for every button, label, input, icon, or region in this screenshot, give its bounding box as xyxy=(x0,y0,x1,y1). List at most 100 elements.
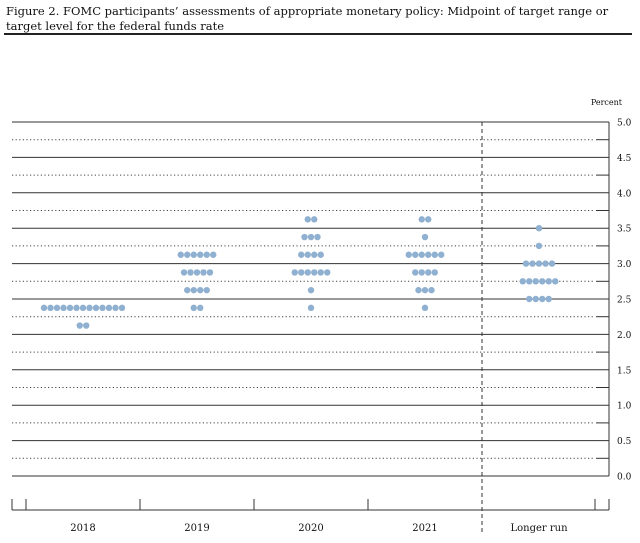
participant-dot xyxy=(66,304,74,312)
participant-dot xyxy=(311,251,318,258)
participant-dot xyxy=(193,269,201,276)
participant-dot xyxy=(526,295,533,303)
participant-dot xyxy=(177,251,184,258)
x-category-label: 2021 xyxy=(412,523,437,534)
participant-dot xyxy=(535,260,543,267)
participant-dot xyxy=(190,304,197,312)
participant-dot xyxy=(291,269,298,276)
participant-dot xyxy=(53,304,61,312)
participant-dot xyxy=(526,278,533,285)
participant-dot xyxy=(535,242,543,250)
participant-dot xyxy=(545,278,552,285)
participant-dot xyxy=(187,269,194,276)
participant-dot xyxy=(539,295,546,303)
participant-dot xyxy=(92,304,100,312)
participant-dot xyxy=(425,251,432,258)
participant-dot xyxy=(184,251,191,258)
participant-dot xyxy=(307,286,315,294)
participant-dot xyxy=(421,304,429,312)
participant-dot xyxy=(83,322,90,329)
participant-dot xyxy=(535,225,543,232)
participant-dot xyxy=(421,286,429,294)
y-tick-label: 2.5 xyxy=(617,296,632,306)
participant-dot xyxy=(539,278,546,285)
y-tick-label: 1.0 xyxy=(617,402,632,412)
participant-dot xyxy=(418,216,425,223)
participant-dot xyxy=(105,304,113,312)
participant-dot xyxy=(190,286,197,294)
participant-dot xyxy=(418,251,425,258)
participant-dot xyxy=(197,251,204,258)
participant-dot xyxy=(180,269,188,276)
participant-dot xyxy=(79,304,87,312)
y-tick-label: 4.0 xyxy=(617,189,632,199)
participant-dot xyxy=(415,286,422,294)
y-tick-label: 1.5 xyxy=(617,366,632,376)
participant-dot xyxy=(548,260,556,267)
participant-dot xyxy=(301,233,308,241)
participant-dot xyxy=(412,251,419,258)
participant-dot xyxy=(311,216,318,223)
participant-dot xyxy=(190,251,197,258)
participant-dot xyxy=(112,304,119,312)
participant-dot xyxy=(405,251,412,258)
participant-dot xyxy=(47,304,54,312)
participant-dot xyxy=(210,251,217,258)
y-tick-label: 3.0 xyxy=(617,260,632,270)
participant-dot xyxy=(431,269,438,276)
participant-dot xyxy=(425,269,432,276)
participant-dot xyxy=(552,278,559,285)
x-category-label: 2019 xyxy=(184,523,209,534)
x-category-label: 2018 xyxy=(70,523,95,534)
participant-dot xyxy=(60,304,67,312)
y-tick-label: 5.0 xyxy=(617,119,632,129)
participant-dot xyxy=(317,269,324,276)
participant-dot xyxy=(428,286,435,294)
participant-dot xyxy=(203,251,210,258)
y-tick-label: 4.5 xyxy=(617,154,632,164)
participant-dot xyxy=(40,304,48,312)
participant-dot xyxy=(197,304,204,312)
participant-dot xyxy=(298,269,305,276)
participant-dot xyxy=(197,286,204,294)
participant-dot xyxy=(545,295,552,303)
participant-dot xyxy=(532,278,539,285)
participant-dot xyxy=(529,260,536,267)
participant-dot xyxy=(314,233,321,241)
y-tick-label: 0.5 xyxy=(617,437,632,447)
participant-dot xyxy=(532,295,539,303)
participant-dot xyxy=(522,260,530,267)
participant-dot xyxy=(438,251,445,258)
x-category-label: Longer run xyxy=(510,523,568,534)
participant-dot xyxy=(304,216,311,223)
participant-dot xyxy=(200,269,207,276)
participant-dot xyxy=(76,322,83,329)
participant-dot xyxy=(519,278,526,285)
y-axis-label: Percent xyxy=(591,98,623,107)
participant-dot xyxy=(99,304,106,312)
participant-dot xyxy=(203,286,210,294)
figure-title: Figure 2. FOMC participants’ assessments… xyxy=(6,4,609,33)
participant-dot xyxy=(324,269,331,276)
participant-dot xyxy=(307,304,315,312)
participant-dot xyxy=(118,304,126,312)
participant-dot xyxy=(418,269,425,276)
participant-dot xyxy=(425,216,432,223)
participant-dot xyxy=(542,260,549,267)
participant-dot xyxy=(304,251,311,258)
participant-dot xyxy=(184,286,191,294)
participant-dot xyxy=(311,269,318,276)
participant-dot xyxy=(298,251,305,258)
participant-dot xyxy=(317,251,324,258)
y-tick-label: 0.0 xyxy=(617,473,632,483)
participant-dot xyxy=(86,304,93,312)
participant-dot xyxy=(307,233,315,241)
participant-dot xyxy=(412,269,419,276)
participant-dot xyxy=(431,251,438,258)
participant-dot xyxy=(73,304,80,312)
y-tick-label: 2.0 xyxy=(617,331,632,341)
title-rule xyxy=(4,33,632,35)
y-tick-label: 3.5 xyxy=(617,225,632,235)
participant-dot xyxy=(304,269,311,276)
